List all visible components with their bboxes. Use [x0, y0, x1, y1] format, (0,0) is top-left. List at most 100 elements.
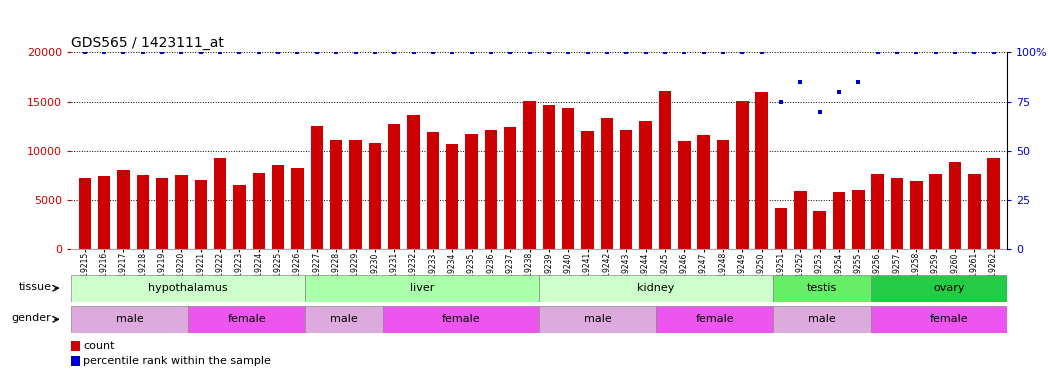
Point: [482, 50, 499, 55]
Bar: [871, 306, 1027, 333]
Bar: [523, 101, 536, 249]
Point: [308, 50, 325, 55]
Bar: [388, 124, 400, 249]
Point: [889, 50, 905, 55]
Bar: [71, 340, 80, 351]
Bar: [891, 177, 903, 249]
Point: [347, 50, 364, 55]
Bar: [736, 101, 748, 249]
Text: count: count: [83, 341, 114, 351]
Bar: [330, 140, 343, 249]
Bar: [543, 105, 555, 249]
Point: [966, 50, 983, 55]
Point: [830, 89, 847, 95]
Point: [618, 50, 635, 55]
Bar: [136, 175, 149, 249]
Point: [715, 50, 732, 55]
Point: [560, 50, 576, 55]
Bar: [794, 191, 807, 249]
Text: GDS565 / 1423111_at: GDS565 / 1423111_at: [71, 36, 224, 50]
Text: male: male: [330, 314, 358, 324]
Point: [811, 108, 828, 114]
Bar: [948, 162, 961, 249]
Text: tissue: tissue: [18, 282, 51, 292]
Bar: [117, 170, 130, 249]
Point: [772, 99, 789, 105]
Bar: [291, 168, 304, 249]
Point: [792, 79, 809, 85]
Point: [232, 50, 248, 55]
Text: male: male: [584, 314, 612, 324]
Bar: [539, 274, 773, 302]
Point: [946, 50, 963, 55]
Bar: [71, 306, 189, 333]
Bar: [445, 144, 458, 249]
Point: [406, 50, 422, 55]
Point: [386, 50, 402, 55]
Bar: [79, 178, 91, 249]
Point: [77, 50, 93, 55]
Bar: [305, 306, 384, 333]
Bar: [484, 130, 497, 249]
Point: [289, 50, 306, 55]
Point: [173, 50, 190, 55]
Bar: [813, 211, 826, 249]
Point: [443, 50, 460, 55]
Point: [269, 50, 286, 55]
Point: [927, 50, 944, 55]
Text: hypothalamus: hypothalamus: [149, 283, 228, 293]
Text: female: female: [442, 314, 481, 324]
Text: female: female: [696, 314, 734, 324]
Text: ovary: ovary: [933, 283, 964, 293]
Bar: [639, 122, 652, 249]
Bar: [234, 185, 246, 249]
Bar: [562, 108, 574, 249]
Bar: [656, 306, 773, 333]
Point: [463, 50, 480, 55]
Bar: [756, 92, 768, 249]
Bar: [71, 274, 305, 302]
Bar: [214, 158, 226, 249]
Point: [580, 50, 596, 55]
Bar: [717, 140, 729, 249]
Bar: [539, 306, 656, 333]
Bar: [427, 132, 439, 249]
Bar: [582, 131, 594, 249]
Point: [212, 50, 228, 55]
Bar: [620, 130, 633, 249]
Bar: [658, 91, 671, 249]
Bar: [773, 274, 871, 302]
Point: [424, 50, 441, 55]
Text: male: male: [116, 314, 144, 324]
Point: [754, 50, 770, 55]
Point: [250, 50, 267, 55]
Bar: [156, 177, 169, 249]
Bar: [271, 165, 284, 249]
Point: [656, 50, 673, 55]
Bar: [504, 127, 517, 249]
Point: [695, 50, 712, 55]
Text: liver: liver: [410, 283, 435, 293]
Point: [367, 50, 384, 55]
Bar: [369, 143, 381, 249]
Bar: [930, 174, 942, 249]
Point: [95, 50, 112, 55]
Point: [134, 50, 151, 55]
Bar: [195, 180, 208, 249]
Text: percentile rank within the sample: percentile rank within the sample: [83, 356, 271, 366]
Bar: [465, 134, 478, 249]
Bar: [871, 274, 1027, 302]
Text: female: female: [930, 314, 968, 324]
Text: kidney: kidney: [637, 283, 675, 293]
Bar: [910, 182, 922, 249]
Point: [908, 50, 924, 55]
Point: [850, 79, 867, 85]
Bar: [678, 141, 691, 249]
Bar: [601, 118, 613, 249]
Point: [154, 50, 171, 55]
Text: gender: gender: [12, 313, 51, 323]
Bar: [408, 114, 420, 249]
Point: [598, 50, 615, 55]
Point: [734, 50, 750, 55]
Point: [115, 50, 132, 55]
